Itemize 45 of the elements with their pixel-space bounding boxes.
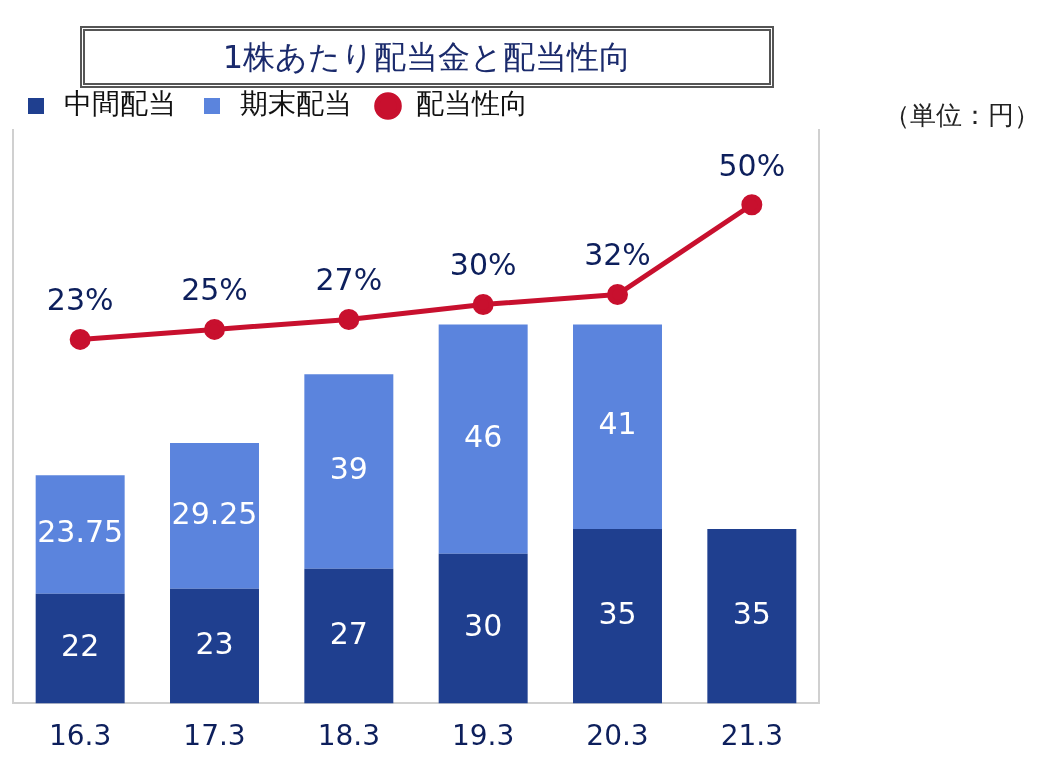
data-label: 22 bbox=[61, 628, 100, 664]
legend-label: 配当性向 bbox=[416, 87, 528, 121]
data-label: 50% bbox=[718, 147, 786, 183]
x-tick-label: 18.3 bbox=[317, 719, 381, 753]
data-label: 23 bbox=[195, 625, 234, 661]
data-label: 35 bbox=[598, 595, 637, 631]
data-label: 25% bbox=[181, 272, 248, 308]
bar bbox=[438, 553, 528, 704]
data-label: 30 bbox=[464, 608, 503, 644]
point bbox=[607, 284, 628, 306]
x-tick-label: 19.3 bbox=[451, 719, 515, 753]
point bbox=[338, 308, 360, 330]
chart-title: 1株あたり配当金と配当性向 bbox=[80, 26, 774, 88]
data-label: 29.25 bbox=[171, 495, 258, 531]
point bbox=[204, 318, 225, 340]
bar bbox=[170, 442, 259, 589]
bar bbox=[573, 324, 662, 529]
data-label: 27% bbox=[315, 262, 383, 298]
point bbox=[472, 294, 494, 316]
bar bbox=[35, 475, 125, 594]
point bbox=[741, 194, 763, 216]
legend-label: 中間配当 bbox=[64, 87, 176, 121]
data-label: 39 bbox=[329, 451, 368, 487]
legend-label: 期末配当 bbox=[240, 87, 352, 121]
bar bbox=[438, 324, 528, 554]
bar bbox=[304, 568, 394, 704]
bar bbox=[707, 528, 797, 704]
data-label: 30% bbox=[449, 247, 517, 283]
bar bbox=[170, 588, 259, 704]
data-label: 23% bbox=[46, 282, 114, 318]
data-label: 41 bbox=[598, 406, 637, 442]
bar bbox=[304, 374, 394, 569]
data-label: 32% bbox=[584, 237, 651, 273]
point bbox=[69, 328, 91, 350]
data-label: 23.75 bbox=[37, 514, 124, 550]
text: （単位：円） bbox=[884, 99, 1040, 130]
bar bbox=[573, 528, 662, 704]
data-label: 46 bbox=[464, 418, 503, 454]
x-tick-label: 21.3 bbox=[720, 719, 784, 753]
bar bbox=[35, 593, 125, 704]
data-label: 27 bbox=[329, 615, 368, 651]
data-label: 35 bbox=[732, 595, 771, 631]
x-tick-label: 17.3 bbox=[183, 719, 246, 753]
x-tick-label: 20.3 bbox=[586, 719, 649, 753]
x-tick-label: 16.3 bbox=[48, 719, 112, 753]
